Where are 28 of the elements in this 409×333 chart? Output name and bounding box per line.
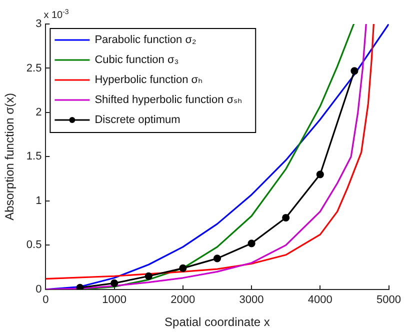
- y-tick-label: 1.5: [26, 150, 42, 163]
- legend-label: Cubic function σ₃: [94, 54, 179, 66]
- legend-label: Shifted hyperbolic function σₛₕ: [94, 94, 242, 106]
- y-tick-label: 2: [36, 106, 42, 118]
- x-tick-label: 2000: [170, 294, 196, 306]
- y-tick-label: 0: [36, 283, 42, 296]
- x-tick-label: 3000: [239, 294, 264, 306]
- x-axis-title: Spatial coordinate x: [164, 315, 270, 330]
- point: [144, 272, 152, 280]
- y-tick-label: 3: [36, 18, 42, 30]
- point: [248, 240, 256, 248]
- legend-label: Parabolic function σ₂: [94, 34, 196, 46]
- legend-label: Hyperbolic function σₕ: [94, 74, 203, 86]
- point: [316, 170, 324, 178]
- y-tick-label: 0.5: [26, 239, 42, 252]
- x-tick-label: 5000: [376, 294, 402, 306]
- y-tick-label: 2.5: [26, 62, 42, 74]
- y-tick-label: 1: [36, 194, 42, 207]
- y-axis-title: Absorption function σ(x): [2, 92, 17, 220]
- point: [213, 254, 222, 262]
- point: [110, 279, 118, 288]
- x-tick-label: 4000: [308, 294, 332, 306]
- point: [76, 284, 84, 290]
- legend-label: Discrete optimum: [94, 114, 180, 126]
- x-tick-label: 1000: [102, 294, 127, 306]
- point: [350, 67, 358, 75]
- point: [282, 214, 290, 222]
- point: [179, 264, 187, 272]
